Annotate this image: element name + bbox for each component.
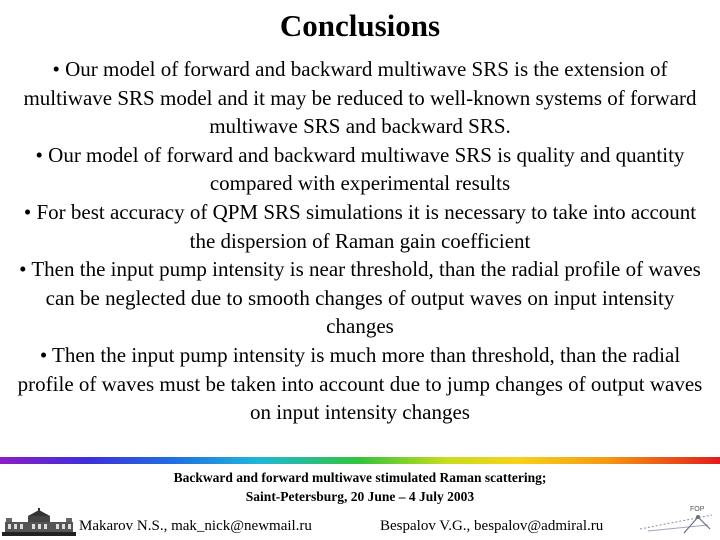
slide-title: Conclusions xyxy=(279,8,441,43)
footer-conference-title: Backward and forward multiwave stimulate… xyxy=(173,470,547,485)
fop-logo-text: FOP xyxy=(690,506,705,513)
author-bespalov: Bespalov V.G., bespalov@admiral.ru xyxy=(380,518,604,534)
bullet-item: • Our model of forward and backward mult… xyxy=(35,142,685,196)
author-makarov: Makarov N.S., mak_nick@newmail.ru xyxy=(79,518,312,534)
bullet-item: • Our model of forward and backward mult… xyxy=(23,57,697,139)
bullet-item: • Then the input pump intensity is much … xyxy=(17,342,703,425)
rainbow-divider xyxy=(0,457,720,464)
fop-logo: FOP xyxy=(639,506,713,534)
bullet-item: • Then the input pump intensity is near … xyxy=(19,257,701,339)
bullet-item: • For best accuracy of QPM SRS simulatio… xyxy=(23,199,697,253)
footer-conference-place-date: Saint-Petersburg, 20 June – 4 July 2003 xyxy=(245,489,475,504)
conclusions-list: • Our model of forward and backward mult… xyxy=(10,55,710,427)
institute-building-logo xyxy=(2,508,76,536)
